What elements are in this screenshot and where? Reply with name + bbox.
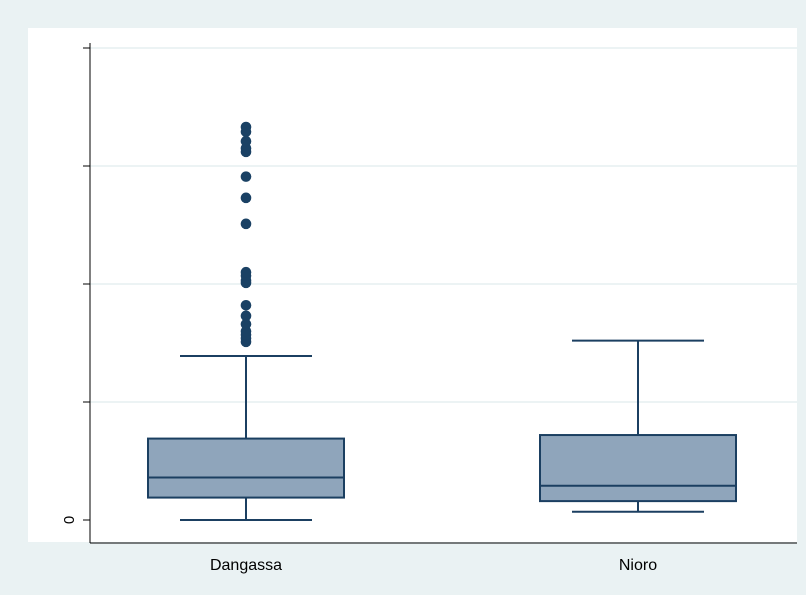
dangassa-outlier-point <box>240 310 252 322</box>
x-tick-label-nioro: Nioro <box>619 557 657 574</box>
dangassa-outlier-point <box>240 121 252 133</box>
dangassa-outlier-point <box>240 171 252 182</box>
dangassa-outlier-point <box>240 218 252 230</box>
dangassa-outlier-point <box>240 299 252 311</box>
dangassa-outlier-point <box>240 135 252 147</box>
nioro-box <box>539 434 737 503</box>
x-tick-label-dangassa: Dangassa <box>210 557 282 574</box>
dangassa-outlier-point <box>240 266 252 278</box>
dangassa-box <box>147 437 345 499</box>
dangassa-outlier-point <box>240 192 252 204</box>
dangassa-outlier-point <box>240 318 252 330</box>
y-tick-label: 0 <box>61 516 78 524</box>
